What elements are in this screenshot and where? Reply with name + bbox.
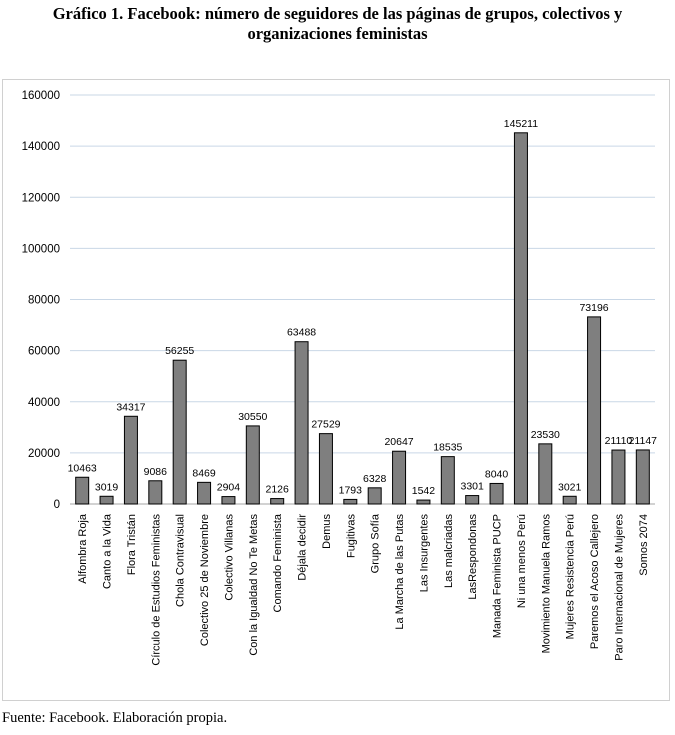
- x-tick-label: Chola Contravisual: [175, 514, 187, 607]
- x-tick-label: Ni una menos Perú: [516, 514, 528, 608]
- data-label: 63488: [287, 327, 316, 339]
- bar: [489, 482, 504, 505]
- bar: [538, 443, 553, 505]
- x-tick-label: Paremos el Acoso Callejero: [589, 514, 601, 649]
- data-label: 23530: [531, 429, 560, 441]
- data-label: 1542: [412, 485, 436, 497]
- bar: [99, 495, 114, 505]
- x-tick-label: Comando Feminista: [272, 513, 284, 612]
- data-label: 73196: [579, 302, 608, 314]
- x-tick-label: Manada Feminista PUCP: [492, 514, 504, 638]
- x-tick-label: La Marcha de las Putas: [394, 514, 406, 630]
- x-tick-label: Grupo Sofía: [370, 513, 382, 573]
- y-tick-label: 80000: [28, 295, 60, 307]
- x-tick-label: Demus: [321, 514, 333, 549]
- data-label: 2126: [266, 484, 290, 496]
- y-tick-label: 20000: [28, 448, 60, 460]
- data-label: 20647: [384, 436, 413, 448]
- x-tick-label: Círculo de Estudios Feministas: [150, 514, 162, 666]
- x-tick-label: Flora Tristán: [126, 514, 138, 575]
- bar: [221, 496, 236, 505]
- data-label: 21110: [605, 435, 633, 447]
- data-label: 3301: [461, 481, 485, 493]
- data-label: 8040: [485, 468, 509, 480]
- y-tick-label: 0: [54, 499, 60, 511]
- title-line-2: organizaciones feministas: [247, 24, 428, 43]
- data-label: 18535: [433, 442, 462, 454]
- x-tick-label: Mujeres Resistencia Perú: [565, 514, 577, 639]
- y-tick-label: 160000: [22, 90, 60, 102]
- x-tick-label: Fugitivas: [345, 514, 357, 559]
- bars: [75, 132, 650, 505]
- x-tick-label: Con la Igualdad No Te Metas: [248, 514, 260, 656]
- y-tick-label: 140000: [22, 141, 60, 153]
- bar: [465, 495, 480, 505]
- x-tick-label: Somos 2074: [638, 514, 650, 576]
- chart-title: Gráfico 1. Facebook: número de seguidore…: [0, 4, 675, 44]
- x-tick-label: LasRespondonas: [467, 514, 479, 600]
- data-label: 8469: [192, 467, 216, 479]
- x-tick-label: Las malcriadas: [443, 514, 455, 588]
- data-label: 145211: [504, 118, 538, 130]
- x-tick-label: Canto a la Vida: [102, 513, 114, 589]
- bar: [611, 449, 626, 505]
- x-tick-label: Movimiento Manuela Ramos: [540, 514, 552, 654]
- bar: [635, 449, 650, 505]
- bar: [148, 480, 163, 505]
- x-axis-ticks: Alfombra Roja Canto a la Vida Flora Tristá…: [77, 513, 650, 666]
- bar: [270, 498, 285, 505]
- data-label: 10463: [68, 462, 97, 474]
- bar: [123, 415, 138, 505]
- y-axis-ticks: 0 20000 40000 60000 80000 100000 120000 140000 1…: [22, 90, 60, 511]
- x-tick-label: Paro Internacional de Mujeres: [613, 514, 625, 661]
- gridlines: [70, 94, 655, 505]
- bar: [440, 456, 455, 505]
- title-line-1: Gráfico 1. Facebook: número de seguidore…: [52, 4, 623, 23]
- x-tick-label: Colectivo Villanas: [223, 514, 235, 601]
- data-label: 21147: [629, 435, 658, 447]
- bar: [562, 495, 577, 505]
- bar: [587, 316, 602, 505]
- bar: [513, 132, 528, 505]
- data-label: 3021: [558, 481, 582, 493]
- bar: [294, 341, 309, 505]
- bar: [392, 450, 407, 505]
- data-label: 30550: [238, 411, 267, 423]
- y-tick-label: 60000: [28, 346, 60, 358]
- data-label: 3019: [95, 481, 119, 493]
- data-label: 1793: [339, 484, 363, 496]
- data-label: 6328: [363, 473, 387, 485]
- data-label: 2904: [217, 482, 241, 494]
- bar: [172, 359, 187, 505]
- y-tick-label: 40000: [28, 397, 60, 409]
- bar: [367, 487, 382, 505]
- bar: [245, 425, 260, 505]
- x-tick-label: Déjala decidir: [297, 514, 309, 581]
- data-label: 27529: [311, 419, 340, 431]
- y-tick-label: 120000: [22, 192, 60, 204]
- bar: [197, 481, 212, 505]
- y-tick-label: 100000: [22, 243, 60, 255]
- x-tick-label: Las Insurgentes: [418, 514, 430, 593]
- data-label: 34317: [116, 401, 145, 413]
- source-note: Fuente: Facebook. Elaboración propia.: [2, 710, 228, 726]
- chart-frame: [2, 79, 670, 701]
- bar: [75, 476, 90, 505]
- bar: [318, 433, 333, 505]
- bar: [416, 499, 431, 505]
- data-label: 56255: [165, 345, 194, 357]
- bar: [343, 498, 358, 505]
- x-tick-label: Colectivo 25 de Noviembre: [199, 514, 211, 646]
- data-label: 9086: [144, 466, 168, 478]
- x-tick-label: Alfombra Roja: [77, 513, 89, 584]
